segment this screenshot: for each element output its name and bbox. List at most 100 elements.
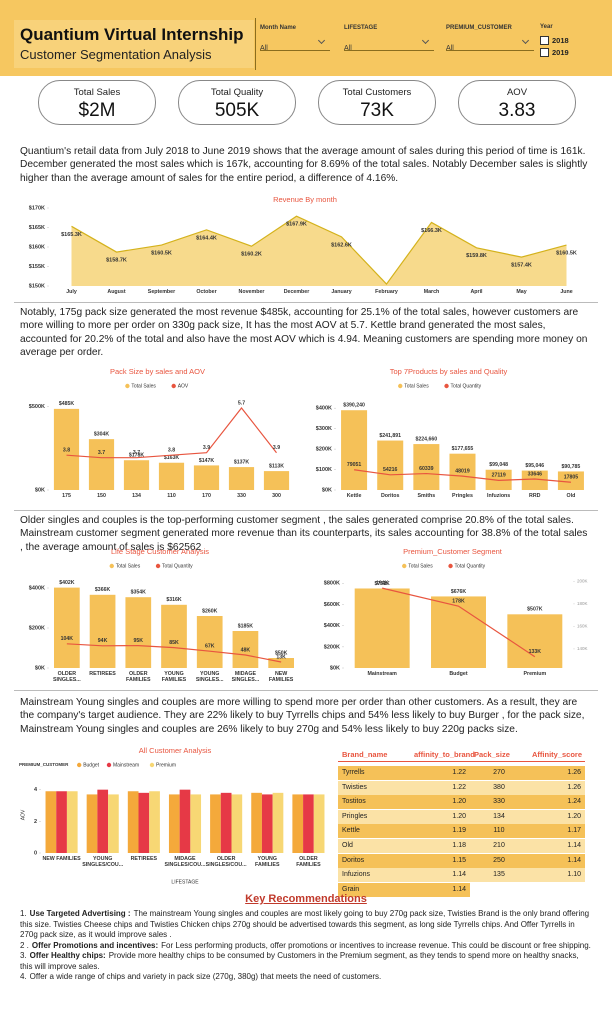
rec-text: Provide more healthy chips to be consume… — [20, 951, 579, 971]
x-tick-label: YOUNG FAMILIES — [255, 856, 280, 869]
x-tick-label: RETIREES — [89, 671, 116, 677]
line — [71, 215, 567, 285]
legend-marker — [106, 762, 112, 768]
bar — [377, 440, 404, 490]
kpi-label: Total Sales — [73, 87, 121, 98]
paragraph: Mainstream Young singles and couples are… — [20, 697, 585, 735]
kpi-value: 505K — [214, 100, 260, 121]
x-tick-label: February — [375, 289, 398, 295]
bar — [53, 408, 80, 490]
line-label: 94K — [98, 638, 108, 644]
y-tick-label: $400K — [29, 585, 45, 591]
data-label: $50K — [275, 650, 288, 656]
data-label: $366K — [95, 587, 111, 593]
bar — [251, 792, 262, 853]
y-tick-label: $0K — [322, 487, 332, 493]
x-tick-label: 330 — [237, 493, 246, 499]
chart: All Customer Analysis PREMIUM_CUSTOMER Bud… — [19, 746, 325, 885]
bar — [303, 794, 314, 853]
x-tick-label: 110 — [167, 493, 176, 499]
table-header: Pack_size — [470, 748, 528, 762]
data-label: $485K — [59, 401, 75, 407]
x-tick-label: Mainstream — [367, 671, 397, 677]
line-label: 95K — [134, 638, 144, 644]
data-label: $316K — [166, 597, 182, 603]
data-label: $160.2K — [241, 252, 262, 258]
filter-dropdown[interactable]: All — [446, 36, 534, 52]
table-cell: 1.14 — [410, 868, 470, 883]
paragraph: Older singles and couples is the top-per… — [20, 515, 588, 553]
line-label: 5.7 — [238, 400, 245, 406]
filter-dropdown[interactable]: All — [344, 36, 434, 52]
legend-marker — [171, 383, 176, 389]
x-tick-label: OLDER FAMILIES — [126, 671, 151, 684]
data-label: $158.7K — [106, 258, 127, 264]
x-tick-label: May — [516, 289, 527, 295]
line-label: 3.8 — [63, 448, 70, 454]
legend-marker — [109, 563, 114, 569]
table-header: Brand_name — [338, 748, 410, 762]
data-label: $354K — [131, 590, 147, 596]
line-label: 3.7 — [98, 450, 105, 456]
table-cell: Tyrrells — [338, 766, 410, 780]
table-cell: 1.20 — [528, 809, 585, 824]
bar — [56, 791, 67, 853]
chart-panel: Life Stage Customer Analysis Total Sales T… — [15, 546, 305, 686]
bar — [123, 460, 150, 490]
year-text: 2018 — [552, 35, 569, 45]
legend-label: Budget — [83, 762, 99, 768]
table-cell: 1.22 — [410, 780, 470, 795]
data-label: $137K — [234, 459, 250, 465]
filter-value: All — [344, 45, 352, 52]
y2-tick-label: 160K — [577, 624, 588, 629]
rec-text: The mainstream Young singles and couples… — [20, 909, 590, 940]
legend-marker — [448, 563, 453, 569]
bar — [557, 471, 584, 490]
x-tick-label: August — [107, 289, 126, 295]
y-tick-label: $800K — [324, 581, 340, 587]
filter-label: PREMIUM_CUSTOMER — [446, 25, 512, 31]
filter-value: All — [446, 45, 454, 52]
bar — [179, 789, 191, 853]
chart: Top 7Products by sales and Quality Total … — [316, 367, 584, 493]
table-cell: 1.20 — [410, 795, 470, 810]
legend-label: Total Quantity — [162, 563, 193, 569]
x-tick-label: Budget — [449, 671, 468, 677]
year-text: 2019 — [552, 47, 569, 57]
line-label: 54216 — [383, 467, 398, 473]
paragraph: Notably, 175g pack size generated the mo… — [20, 307, 588, 358]
bar — [190, 794, 202, 853]
year-option[interactable]: 2018 — [540, 35, 569, 45]
bar — [272, 792, 284, 853]
rec-text: For Less performing products, offer prom… — [161, 940, 591, 950]
kpi-label: Total Quality — [210, 87, 264, 98]
filter-dropdown[interactable]: All — [260, 36, 330, 52]
bar — [292, 794, 304, 853]
bar — [108, 794, 119, 853]
divider — [255, 18, 256, 70]
table-cell: 110 — [470, 824, 528, 839]
y-tick-label: $160K — [29, 244, 45, 250]
data-label: $159.8K — [466, 253, 487, 259]
section-divider — [14, 510, 598, 511]
legend-label: Premium — [156, 762, 176, 768]
bar — [228, 467, 255, 490]
chart-panel: Revenue By month $150K $155K $160K $165K $170… — [15, 194, 595, 304]
header: Quantium Virtual Internship Customer Segm… — [0, 0, 612, 76]
table-cell: Doritos — [338, 853, 410, 868]
x-tick-label: MIDAGE SINGLES/COU... — [164, 856, 206, 869]
chart: Premium_Customer Segment Total Sales Total… — [324, 547, 588, 671]
y-tick-label: $200K — [324, 644, 340, 650]
year-option[interactable]: 2019 — [540, 47, 569, 57]
data-label: $113K — [269, 463, 284, 469]
table-cell: Old — [338, 839, 410, 853]
bar — [97, 789, 109, 853]
y-tick-label: $400K — [316, 406, 332, 412]
rec-number: 3. — [20, 951, 27, 961]
line-label: 33646 — [528, 471, 543, 477]
table-cell: 1.26 — [528, 780, 585, 795]
bar — [263, 471, 290, 490]
x-tick-label: YOUNG FAMILIES — [161, 671, 187, 684]
data-label: $304K — [94, 432, 110, 438]
bar — [158, 462, 185, 490]
